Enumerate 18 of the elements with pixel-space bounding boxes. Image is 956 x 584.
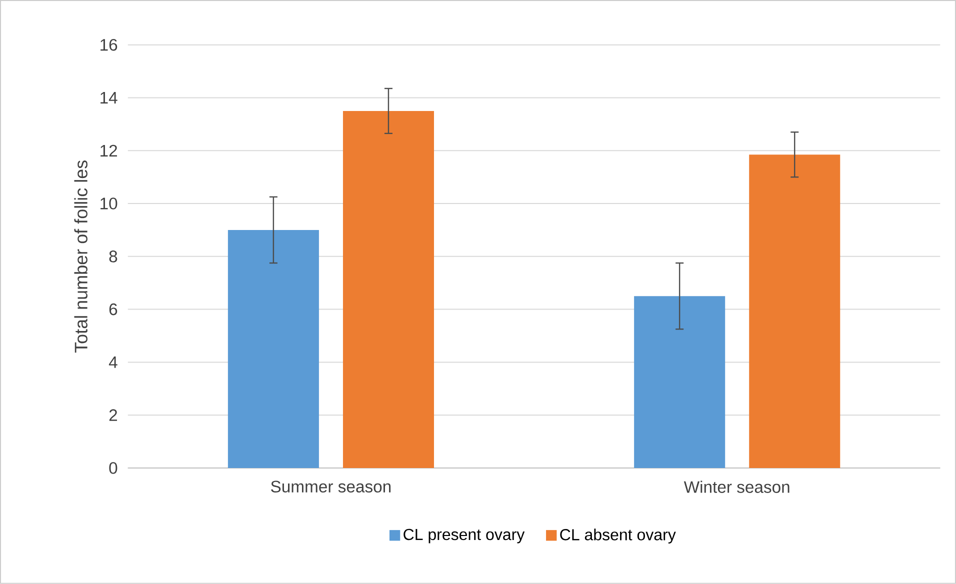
bar (749, 154, 840, 468)
y-tick-label: 10 (100, 198, 118, 210)
y-tick-label: 4 (108, 356, 118, 368)
y-tick-label: 2 (109, 409, 117, 421)
y-axis-title: Total number of follic les (74, 160, 88, 353)
bar (634, 296, 726, 468)
y-tick-label: 8 (109, 250, 118, 262)
legend-label: CL present ovary (404, 528, 525, 544)
x-tick-label: Summer season (271, 480, 391, 493)
y-tick-label: 6 (109, 303, 118, 316)
y-tick-label: 14 (100, 92, 118, 104)
bar (342, 111, 434, 468)
y-tick-label: 0 (109, 462, 118, 474)
bar (228, 230, 319, 468)
y-tick-label: 12 (100, 144, 117, 157)
y-tick-label: 16 (100, 39, 118, 51)
x-tick-label: Winter season (684, 480, 790, 494)
legend-label: CL absent ovary (560, 528, 676, 544)
